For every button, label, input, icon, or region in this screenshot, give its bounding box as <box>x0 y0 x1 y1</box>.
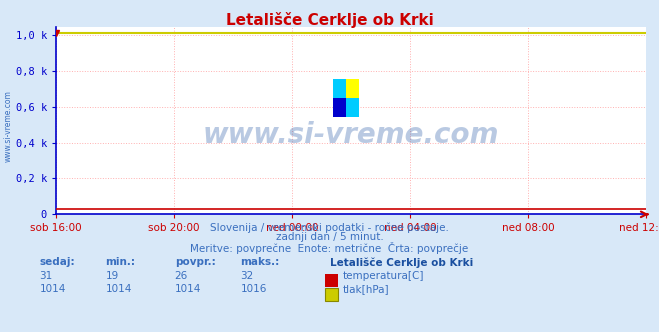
Text: 1014: 1014 <box>40 284 66 294</box>
Bar <box>346 98 359 117</box>
Bar <box>346 79 359 98</box>
Text: Meritve: povprečne  Enote: metrične  Črta: povprečje: Meritve: povprečne Enote: metrične Črta:… <box>190 242 469 254</box>
Text: Letališče Cerklje ob Krki: Letališče Cerklje ob Krki <box>330 257 473 268</box>
Text: 1014: 1014 <box>105 284 132 294</box>
Text: maks.:: maks.: <box>241 257 280 267</box>
Text: 1016: 1016 <box>241 284 267 294</box>
Text: 1014: 1014 <box>175 284 201 294</box>
Text: temperatura[C]: temperatura[C] <box>343 271 424 281</box>
Text: 19: 19 <box>105 271 119 281</box>
Text: 32: 32 <box>241 271 254 281</box>
Text: tlak[hPa]: tlak[hPa] <box>343 284 389 294</box>
Text: www.si-vreme.com: www.si-vreme.com <box>203 122 499 149</box>
Text: Slovenija / vremenski podatki - ročne postaje.: Slovenija / vremenski podatki - ročne po… <box>210 222 449 233</box>
Text: zadnji dan / 5 minut.: zadnji dan / 5 minut. <box>275 232 384 242</box>
Bar <box>333 79 346 98</box>
Text: sedaj:: sedaj: <box>40 257 75 267</box>
Text: www.si-vreme.com: www.si-vreme.com <box>3 90 13 162</box>
Text: povpr.:: povpr.: <box>175 257 215 267</box>
Bar <box>333 98 346 117</box>
Text: Letališče Cerklje ob Krki: Letališče Cerklje ob Krki <box>225 12 434 28</box>
Text: min.:: min.: <box>105 257 136 267</box>
Text: 26: 26 <box>175 271 188 281</box>
Text: 31: 31 <box>40 271 53 281</box>
